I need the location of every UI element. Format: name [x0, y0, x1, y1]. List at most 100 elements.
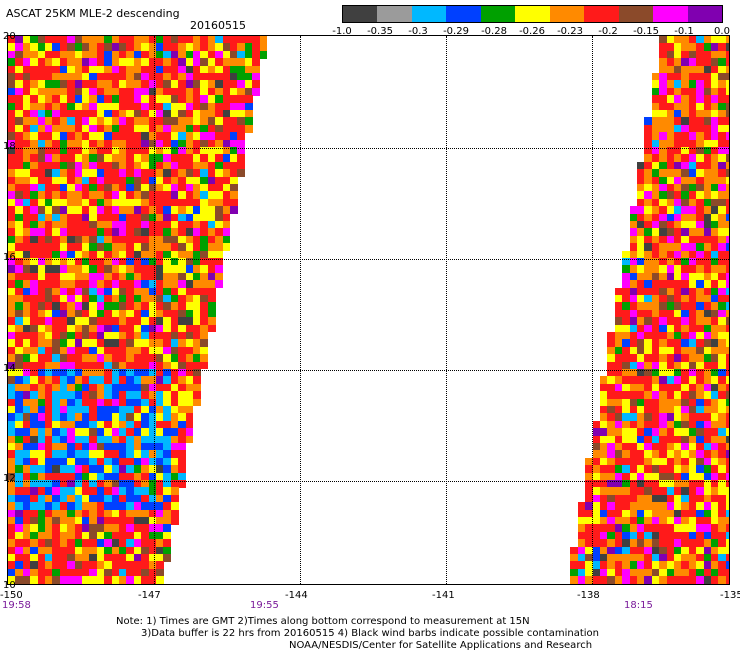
swath-cell — [237, 110, 246, 118]
swath-cell — [74, 383, 83, 392]
swath-cell — [82, 457, 90, 466]
swath-cell — [133, 383, 142, 392]
swath-cell — [96, 132, 105, 141]
swath-cell — [711, 435, 719, 444]
swath-cell — [67, 457, 76, 466]
swath-cell — [89, 369, 98, 377]
swath-cell — [200, 228, 209, 237]
swath-cell — [711, 539, 719, 548]
swath-cell — [614, 465, 623, 474]
swath-cell — [178, 391, 187, 400]
swath-cell — [52, 280, 61, 289]
swath-cell — [52, 169, 61, 178]
swath-cell — [74, 80, 83, 89]
swath-cell — [651, 73, 660, 81]
swath-cell — [629, 280, 638, 289]
swath-cell — [607, 383, 616, 392]
swath-cell — [89, 361, 98, 370]
swath-cell — [659, 43, 668, 52]
swath-cell — [148, 517, 157, 525]
swath-cell — [8, 221, 16, 229]
swath-cell — [718, 339, 727, 348]
swath-cell — [696, 576, 705, 584]
swath-cell — [22, 561, 31, 570]
swath-cell — [37, 576, 46, 584]
swath-cell — [52, 132, 61, 141]
swath-cell — [696, 487, 705, 496]
swath-cell — [119, 295, 127, 303]
swath-cell — [96, 576, 105, 584]
swath-cell — [22, 435, 31, 444]
swath-cell — [52, 176, 61, 185]
swath-cell — [718, 317, 727, 326]
swath-cell — [22, 472, 31, 481]
swath-cell — [215, 43, 224, 52]
swath-cell — [22, 554, 31, 562]
swath-cell — [614, 457, 623, 466]
swath-cell — [163, 287, 172, 296]
swath-cell — [237, 65, 246, 74]
swath-cell — [222, 235, 231, 244]
swath-cell — [659, 494, 668, 503]
swath-cell — [74, 568, 83, 577]
swath-cell — [37, 287, 46, 296]
meridian-line — [592, 36, 593, 584]
swath-cell — [141, 420, 150, 429]
swath-cell — [104, 228, 113, 237]
swath-cell — [244, 102, 253, 111]
swath-cell — [185, 287, 194, 296]
swath-cell — [585, 561, 594, 570]
swath-cell — [629, 554, 638, 562]
swath-cell — [96, 43, 105, 52]
swath-cell — [185, 406, 194, 414]
legend-swatch — [687, 6, 722, 22]
swath-cell — [126, 324, 135, 333]
swath-cell — [45, 494, 53, 503]
swath-cell — [711, 450, 719, 459]
swath-cell — [22, 73, 31, 81]
swath-cell — [59, 147, 68, 155]
swath-cell — [711, 443, 719, 451]
swath-cell — [156, 95, 164, 104]
swath-cell — [89, 50, 98, 59]
swath-cell — [163, 147, 172, 155]
swath-cell — [711, 517, 719, 525]
swath-cell — [15, 43, 24, 52]
swath-cell — [37, 568, 46, 577]
swath-cell — [170, 428, 179, 437]
swath-cell — [696, 36, 705, 44]
swath-cell — [45, 132, 53, 141]
swath-cell — [681, 302, 690, 311]
swath-cell — [718, 124, 727, 133]
swath-cell — [156, 176, 164, 185]
swath-cell — [126, 191, 135, 200]
swath-cell — [30, 110, 39, 118]
swath-cell — [133, 568, 142, 577]
swath-cell — [688, 309, 697, 318]
swath-cell — [170, 95, 179, 104]
swath-cell — [718, 139, 727, 148]
swath-cell — [222, 124, 231, 133]
swath-cell — [126, 502, 135, 511]
swath-cell — [89, 317, 98, 326]
swath-cell — [230, 117, 238, 126]
swath-cell — [725, 376, 729, 385]
swath-cell — [703, 324, 712, 333]
swath-cell — [45, 502, 53, 511]
swath-cell — [82, 420, 90, 429]
swath-cell — [193, 147, 201, 155]
swath-cell — [718, 265, 727, 274]
swath-cell — [96, 154, 105, 163]
swath-cell — [111, 443, 120, 451]
swath-cell — [96, 435, 105, 444]
swath-cell — [696, 443, 705, 451]
swath-cell — [96, 457, 105, 466]
swath-cell — [703, 465, 712, 474]
swath-cell — [600, 494, 608, 503]
swath-cell — [725, 206, 729, 215]
swath-cell — [600, 450, 608, 459]
swath-cell — [74, 450, 83, 459]
swath-cell — [622, 391, 631, 400]
swath-cell — [126, 272, 135, 281]
swath-cell — [119, 110, 127, 118]
